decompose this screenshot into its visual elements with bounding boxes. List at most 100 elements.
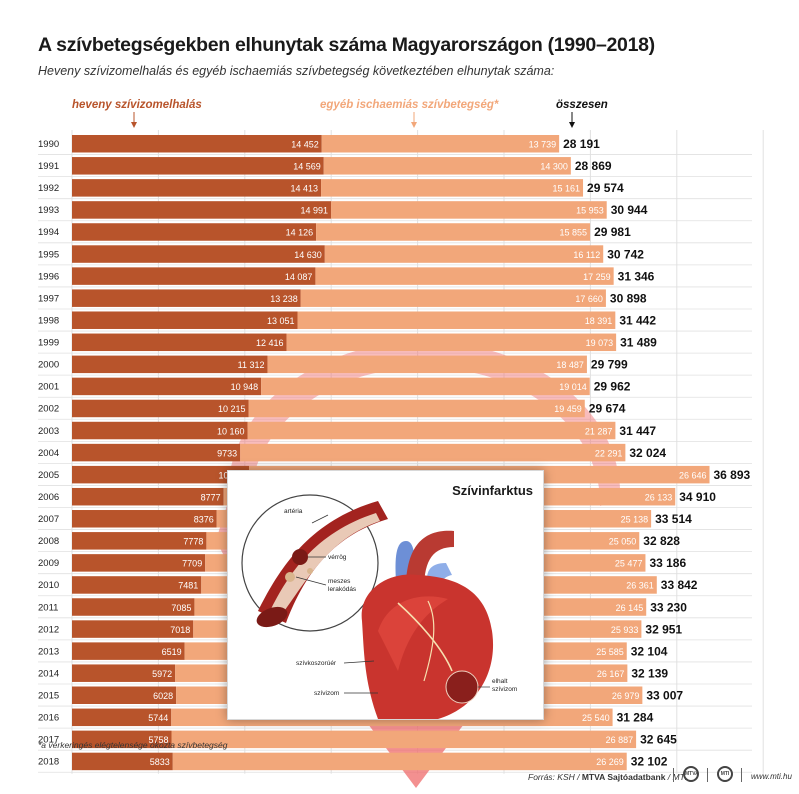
bar-heveny	[72, 598, 195, 616]
separator	[741, 768, 742, 782]
bar-heveny	[72, 421, 248, 440]
bar-heveny	[72, 201, 332, 219]
value-label-heveny: 10 948	[231, 382, 259, 392]
mtva-logo: MTVA	[683, 766, 699, 782]
total-label: 31 284	[617, 711, 654, 725]
value-label-egyeb: 18 487	[556, 360, 584, 370]
year-label: 2007	[38, 514, 59, 525]
value-label-heveny: 6028	[153, 691, 173, 701]
bar-heveny	[72, 333, 287, 352]
bar-egyeb	[261, 377, 590, 396]
bar-heveny	[72, 245, 325, 263]
label-szivizom: szívizom	[314, 690, 339, 697]
value-label-egyeb: 19 459	[554, 404, 582, 414]
value-label-heveny: 13 238	[270, 294, 298, 304]
bar-heveny	[72, 289, 301, 307]
total-label: 29 962	[594, 380, 631, 394]
label-verrog: vérrög	[328, 554, 347, 561]
total-label: 29 574	[587, 181, 624, 195]
total-label: 30 944	[611, 203, 648, 217]
value-label-egyeb: 25 050	[609, 537, 637, 547]
value-label-egyeb: 26 887	[606, 735, 634, 745]
value-label-egyeb: 16 112	[573, 250, 600, 260]
year-label: 2005	[38, 470, 59, 481]
source-line: Forrás: KSH / MTVA Sajtóadatbank / MTI	[528, 772, 687, 782]
value-label-egyeb: 26 269	[596, 757, 624, 767]
value-label-egyeb: 21 287	[585, 426, 613, 436]
value-label-heveny: 14 452	[291, 140, 319, 150]
total-label: 33 186	[649, 556, 686, 570]
value-label-heveny: 13 051	[267, 316, 295, 326]
value-label-heveny: 5758	[148, 735, 168, 745]
year-label: 2004	[38, 448, 59, 459]
legend-heveny: heveny szívizomelhalás	[72, 99, 202, 111]
total-label: 32 104	[631, 644, 668, 658]
value-label-egyeb: 26 646	[679, 470, 707, 480]
value-label-egyeb: 19 014	[559, 382, 587, 392]
total-label: 36 893	[714, 468, 751, 482]
heart-illustration: artéria vérrög meszes lerakódás szívkosz…	[241, 494, 517, 719]
total-label: 32 828	[643, 534, 680, 548]
value-label-egyeb: 13 739	[529, 140, 557, 150]
bar-heveny	[72, 157, 324, 175]
year-label: 1992	[38, 183, 59, 194]
total-label: 31 442	[619, 313, 656, 327]
label-leader-meszes	[295, 576, 327, 586]
bar-heveny	[72, 179, 322, 197]
source-suffix: / MTI	[665, 772, 688, 782]
mti-logo: MTI	[717, 766, 733, 782]
bar-heveny	[72, 576, 202, 594]
plaque-spot	[307, 568, 313, 574]
year-label: 2003	[38, 426, 59, 437]
year-label: 1996	[38, 271, 59, 282]
value-label-heveny: 7709	[182, 559, 202, 569]
total-label: 33 007	[646, 689, 683, 703]
bar-heveny	[72, 465, 250, 484]
bar-heveny	[72, 399, 249, 418]
value-label-egyeb: 25 138	[621, 515, 649, 525]
bar-heveny	[72, 311, 298, 329]
source-prefix: Forrás: KSH /	[528, 772, 582, 782]
bar-egyeb	[316, 223, 591, 241]
legend-egyeb: egyéb ischaemiás szívbetegség*	[320, 99, 499, 111]
bar-heveny	[72, 708, 172, 727]
value-label-heveny: 10 215	[218, 404, 246, 414]
heart-highlight	[378, 596, 448, 671]
year-label: 2002	[38, 404, 59, 415]
footnote: *a vérkeringés elégtelensége okozta szív…	[38, 740, 228, 750]
bar-egyeb	[267, 355, 587, 374]
label-leader-arteria	[311, 514, 329, 524]
value-label-heveny: 12 416	[256, 338, 284, 348]
bar-heveny	[72, 532, 207, 550]
label-elhalt-szivizom: szívizom	[492, 686, 517, 693]
year-label: 1994	[38, 227, 59, 238]
total-label: 29 981	[594, 225, 631, 239]
total-label: 33 230	[650, 600, 687, 614]
total-label: 31 489	[620, 336, 657, 350]
value-label-heveny: 14 630	[294, 250, 322, 260]
value-label-egyeb: 15 855	[560, 228, 588, 238]
year-label: 1998	[38, 315, 59, 326]
aorta	[406, 530, 454, 589]
bar-egyeb	[315, 267, 614, 285]
year-label: 2006	[38, 492, 59, 503]
value-label-egyeb: 26 979	[612, 691, 640, 701]
value-label-heveny: 6519	[162, 647, 182, 657]
website-link[interactable]: www.mti.hu	[751, 772, 792, 781]
value-label-egyeb: 25 933	[611, 625, 639, 635]
value-label-egyeb: 17 259	[583, 272, 611, 282]
value-label-egyeb: 26 167	[597, 669, 625, 679]
value-label-heveny: 5833	[150, 757, 170, 767]
legend: heveny szívizomelhalás egyéb ischaemiás s…	[72, 99, 608, 128]
bar-egyeb	[172, 752, 627, 771]
year-label: 2009	[38, 558, 59, 569]
blood-clot	[292, 549, 308, 565]
value-label-egyeb: 17 660	[575, 294, 603, 304]
year-label: 1995	[38, 249, 59, 260]
bar-heveny	[72, 443, 241, 462]
value-label-heveny: 9733	[217, 448, 237, 458]
total-label: 33 842	[661, 578, 698, 592]
value-label-egyeb: 26 361	[626, 581, 654, 591]
bar-heveny	[72, 686, 177, 704]
year-label: 1993	[38, 205, 59, 216]
